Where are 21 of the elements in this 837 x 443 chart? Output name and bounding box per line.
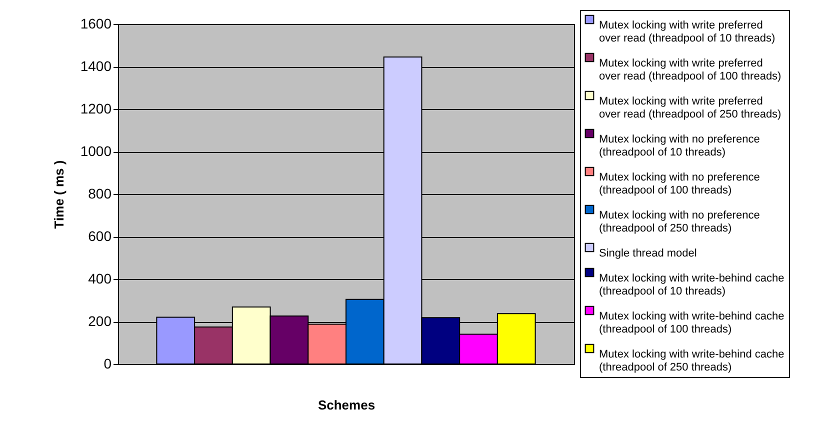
legend-label: Mutex locking with no preference (threadpool of 10 threads)	[599, 134, 760, 158]
y-tick-label: 1600	[80, 16, 112, 32]
legend-label: Mutex locking with no preference (threadpool of 100 threads)	[599, 172, 760, 196]
y-tick-label: 1400	[80, 58, 112, 74]
legend-label: Mutex locking with write preferred over read (threadpool of 250 threads)	[599, 96, 782, 120]
legend-label: Mutex locking with write preferred over read (threadpool of 100 threads)	[599, 58, 782, 82]
legend-label: Single thread model	[599, 248, 697, 260]
legend-label: Mutex locking with no preference (threadpool of 250 threads)	[599, 210, 760, 234]
legend-label: Mutex locking with write preferred over read (threadpool of 10 threads)	[599, 20, 776, 44]
y-tick-label: 0	[104, 356, 112, 372]
y-tick-label: 1200	[80, 100, 112, 116]
y-axis-title: Time ( ms )	[51, 160, 66, 229]
y-tick-label: 800	[88, 186, 112, 202]
legend-label: Mutex locking with write-behind cache (threadpool of 10 threads)	[599, 272, 784, 298]
y-tick-label: 600	[88, 228, 112, 244]
y-tick-label: 1000	[80, 143, 112, 159]
legend-label: Mutex locking with write-behind cache (threadpool of 100 threads)	[599, 310, 784, 336]
legend-label: Mutex locking with write-behind cache (threadpool of 250 threads)	[599, 348, 784, 374]
x-axis-title: Schemes	[318, 398, 376, 412]
y-tick-label: 400	[88, 270, 112, 286]
y-tick-label: 200	[88, 313, 112, 329]
